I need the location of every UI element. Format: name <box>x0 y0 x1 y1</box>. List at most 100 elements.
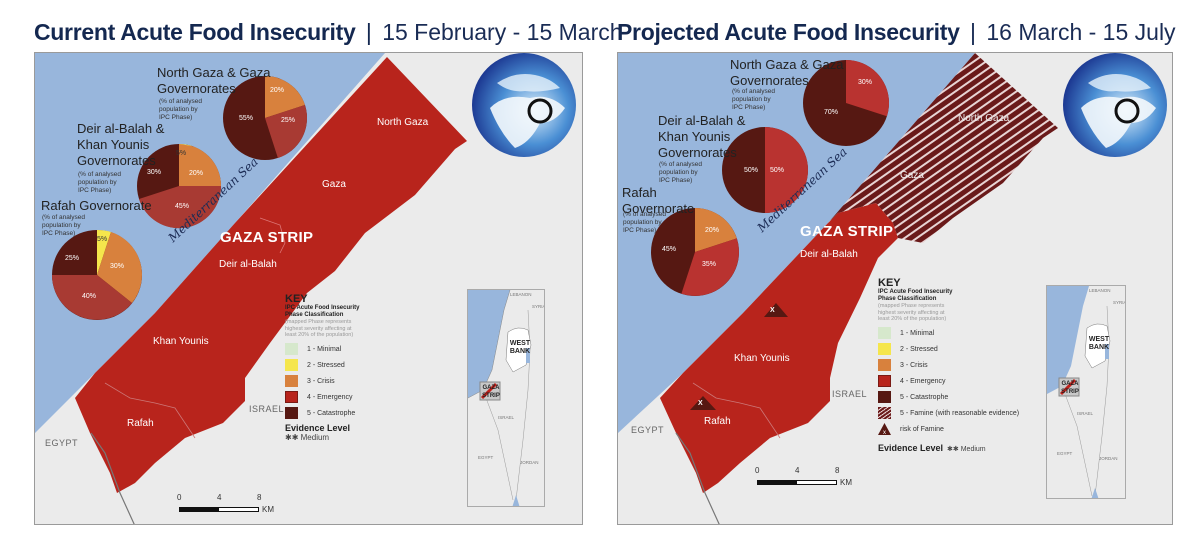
panel-title: Current Acute Food Insecurity | 15 Febru… <box>34 18 623 46</box>
legend-item-stressed: 2 - Stressed <box>878 342 1053 357</box>
pie-title-line: Governorates <box>157 81 236 96</box>
slice-label: 20% <box>270 87 285 94</box>
legend-item-stressed: 2 - Stressed <box>285 358 435 373</box>
key-note: (mapped Phase represents highest severity… <box>285 319 354 338</box>
key-title: IPC Acute Food Insecurity Phase Classific… <box>285 305 360 318</box>
pie-subtitle: (% of analysed population by IPC Phase) <box>659 161 702 184</box>
legend-item-minimal: 1 - Minimal <box>878 326 1053 341</box>
pie-subtitle: (% of analysed population by IPC Phase) <box>159 98 202 121</box>
legend-item-crisis: 3 - Crisis <box>878 358 1053 373</box>
swatch-emergency <box>878 375 891 387</box>
legend-item-catastrophe: 5 - Catastrophe <box>285 406 435 421</box>
legend-item-emergency: 4 - Emergency <box>878 374 1053 389</box>
inset-west-bank: WEST BANK <box>1088 336 1110 351</box>
swatch-minimal <box>285 343 298 355</box>
pie-subtitle: (% of analysed population by IPC Phase) <box>42 214 85 237</box>
inset-gaza-strip: GAZA STRIP <box>482 385 500 399</box>
famine-risk-marker-rafah <box>690 396 716 410</box>
slice-label: 45% <box>662 246 677 253</box>
label-israel: ISRAEL <box>832 389 868 399</box>
inset-west-bank: WEST BANK <box>509 340 531 355</box>
slice-label: 40% <box>82 293 97 300</box>
label-gaza: Gaza <box>322 179 346 190</box>
current-insecurity-panel: Current Acute Food Insecurity | 15 Febru… <box>34 0 623 545</box>
slice-label: 50% <box>770 167 785 174</box>
legend-item-emergency: 4 - Emergency <box>285 390 435 405</box>
legend-item-minimal: 1 - Minimal <box>285 342 435 357</box>
map-frame: North Gaza & Gaza Governorates (% of ana… <box>34 52 583 525</box>
inset-locator-map: LEBANON SYRIA WEST BANK GAZA STRIP ISRAE… <box>467 289 545 507</box>
label-gaza-strip: GAZA STRIP <box>220 229 314 246</box>
evidence-heading: Evidence Level <box>285 422 351 433</box>
title-dates: 15 February - 15 March <box>382 19 623 45</box>
legend-item-catastrophe: 5 - Catastrophe <box>878 390 1053 405</box>
evidence-value: ✱✱ Medium <box>947 445 986 453</box>
map-frame: North Gaza & Gaza Governorates (% of anal… <box>617 52 1173 525</box>
pie-title-north-gaza: North Gaza & Gaza Governorates <box>157 65 270 97</box>
legend-key: KEY IPC Acute Food Insecurity Phase Class… <box>285 293 435 442</box>
label-khan-younis: Khan Younis <box>153 336 209 347</box>
slice-label: 20% <box>705 227 720 234</box>
label-north-gaza: North Gaza <box>377 117 429 128</box>
slice-label: 25% <box>65 255 80 262</box>
slice-label: 5% <box>176 150 187 157</box>
slice-label: 70% <box>824 109 839 116</box>
pie-subtitle: (% of analysed population by IPC Phase) <box>732 88 775 111</box>
inset-locator-map: LEBANON SYRIA WEST BANK GAZA STRIP ISRAE… <box>1046 285 1126 499</box>
label-rafah: Rafah <box>127 418 154 429</box>
key-title: IPC Acute Food Insecurity Phase Classific… <box>878 289 953 302</box>
slice-label: 30% <box>147 169 162 176</box>
famine-risk-x: X <box>698 400 703 407</box>
gaza-south-region <box>660 203 898 493</box>
pie-rafah <box>651 208 739 296</box>
projected-insecurity-panel: Projected Acute Food Insecurity | 16 Mar… <box>617 0 1177 545</box>
gaza-strip-region <box>75 57 467 493</box>
gaza-map <box>618 53 1167 524</box>
swatch-stressed <box>878 343 891 355</box>
key-heading: KEY <box>878 277 901 289</box>
famine-risk-triangle-icon: x <box>878 423 891 435</box>
slice-label: 45% <box>175 203 190 210</box>
sea-area <box>618 53 975 433</box>
slice-label: 5% <box>97 236 108 243</box>
gaza-map <box>35 53 576 524</box>
swatch-minimal <box>878 327 891 339</box>
swatch-emergency <box>285 391 298 403</box>
label-gaza: Gaza <box>900 170 924 181</box>
key-note: (mapped Phase represents highest severity… <box>878 303 947 322</box>
sea-area <box>35 53 385 433</box>
pie-rafah <box>52 229 142 320</box>
slice-label: 30% <box>110 263 125 270</box>
pie-title-line: North Gaza & Gaza <box>157 65 271 80</box>
swatch-catastrophe <box>878 391 891 403</box>
pie-title-deir-khan: Deir al-Balah & Khan Younis Governorates <box>658 113 746 160</box>
pie-title-rafah: Rafah Governorate <box>622 185 695 216</box>
slice-label: 25% <box>281 117 296 124</box>
pie-title-deir-khan: Deir al-Balah & Khan Younis Governorates <box>77 121 165 168</box>
pie-deir-khan <box>722 127 808 213</box>
evidence-value: ✱✱ Medium <box>285 432 330 442</box>
slice-label: 35% <box>702 261 717 268</box>
label-egypt: EGYPT <box>631 425 665 435</box>
title-main: Current Acute Food Insecurity <box>34 19 356 45</box>
famine-risk-x: X <box>770 307 775 314</box>
evidence-heading: Evidence Level <box>878 442 944 453</box>
pie-title-rafah: Rafah Governorate <box>41 198 152 213</box>
globe-icon <box>1063 53 1167 157</box>
title-separator: | <box>365 19 372 45</box>
pie-title-north-gaza: North Gaza & Gaza Governorates <box>730 57 844 88</box>
panel-title: Projected Acute Food Insecurity | 16 Mar… <box>617 18 1176 46</box>
key-heading: KEY <box>285 293 308 305</box>
legend-key: KEY IPC Acute Food Insecurity Phase Class… <box>878 277 1053 453</box>
label-israel: ISRAEL <box>249 404 285 414</box>
slice-label: 50% <box>744 167 759 174</box>
slice-label: 20% <box>189 170 204 177</box>
label-egypt: EGYPT <box>45 438 79 448</box>
label-north-gaza: North Gaza <box>958 113 1010 124</box>
svg-text:x: x <box>883 430 886 435</box>
title-separator: | <box>969 19 976 45</box>
title-dates: 16 March - 15 July <box>986 19 1176 45</box>
famine-risk-marker-deir <box>764 303 788 317</box>
swatch-famine <box>878 407 891 419</box>
